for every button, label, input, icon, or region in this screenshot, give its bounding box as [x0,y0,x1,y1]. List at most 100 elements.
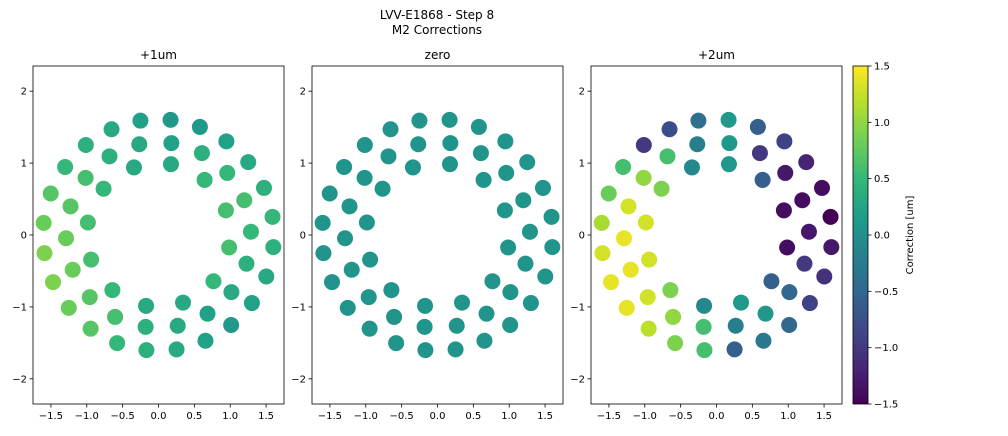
actuator-point-ring1-12 [754,171,771,188]
actuator-point-ring3-22 [519,154,536,171]
actuator-point-ring1-9 [205,273,222,290]
actuator-point-ring2-9 [665,308,682,325]
actuator-point-ring2-1 [442,135,459,152]
actuator-point-ring1-6 [662,282,679,299]
actuator-point-ring2-12 [199,305,216,322]
figure-title-line2: M2 Corrections [392,23,482,37]
colorbar: 1.5 1.0 0.5 0.0 −0.5 −1.0 −1.5 [852,62,898,411]
actuator-point-ring3-24 [749,118,766,135]
actuator-point-ring3-14 [447,341,464,358]
actuator-point-ring1-5 [362,251,379,268]
actuator-point-ring2-1 [163,135,180,152]
actuator-point-ring3-8 [315,245,332,262]
actuator-point-ring2-2 [131,136,148,153]
actuator-point-ring3-12 [109,335,126,352]
actuator-point-ring2-8 [81,289,98,306]
actuator-point-ring1-5 [83,251,100,268]
actuator-point-ring2-18 [472,145,489,162]
y-tick-label: 0 [300,231,306,242]
actuator-point-ring3-20 [822,208,839,225]
x-tick-label: 1.5 [816,411,832,422]
actuator-point-ring2-9 [386,308,403,325]
actuator-point-ring3-15 [197,332,214,349]
x-tick-label: −1.0 [354,411,378,422]
actuator-point-ring3-3 [382,121,399,138]
panel-title: +2um [698,48,735,62]
actuator-point-ring1-2 [125,159,142,176]
actuator-point-ring2-7 [64,261,81,278]
colorbar-tick-label: 1.0 [874,118,890,129]
actuator-point-ring3-22 [798,154,815,171]
panel-2: −1.5 −1.0 −0.5 0.0 0.5 1.0 1.5 2 1 0 −1 −2 zero [291,48,564,422]
y-tick-label: −2 [12,374,27,385]
actuator-point-ring2-9 [107,308,124,325]
actuator-point-ring1-1 [441,156,458,173]
actuator-point-ring2-4 [356,169,373,186]
actuator-point-ring3-19 [544,239,561,256]
actuator-point-ring3-20 [543,208,560,225]
actuator-point-ring1-11 [775,202,792,219]
scatter-points [35,111,282,359]
actuator-point-ring3-23 [497,133,514,150]
actuator-point-ring3-5 [336,158,353,175]
actuator-point-ring1-2 [404,159,421,176]
actuator-point-ring2-5 [341,198,358,215]
actuator-point-ring3-11 [640,320,657,337]
x-tick-label: 1.5 [258,411,274,422]
actuator-point-ring3-5 [615,158,632,175]
colorbar-tick-label: 0.5 [874,174,890,185]
colorbar-tick-label: 0.0 [874,231,890,242]
x-tick-label: 1.5 [537,411,553,422]
actuator-point-ring1-4 [79,214,96,231]
actuator-point-ring2-6 [616,230,633,247]
actuator-point-ring3-20 [264,208,281,225]
actuator-point-ring1-9 [484,273,501,290]
actuator-point-ring3-15 [755,332,772,349]
actuator-point-ring3-9 [324,274,341,291]
x-tick-label: 1.0 [501,411,517,422]
y-tick-label: 0 [21,231,27,242]
actuator-point-ring3-9 [45,274,62,291]
actuator-point-ring2-10 [695,318,712,335]
x-tick-label: 0.0 [709,411,725,422]
scatter-points [593,111,840,359]
actuator-point-ring3-2 [132,112,149,129]
actuator-point-ring1-9 [763,273,780,290]
x-tick-label: −0.5 [668,411,692,422]
y-tick-label: 1 [579,159,585,170]
actuator-point-ring3-21 [813,179,830,196]
actuator-point-ring1-3 [374,180,391,197]
x-tick-label: 0.5 [465,411,481,422]
actuator-point-ring3-16 [223,316,240,333]
actuator-point-ring1-8 [175,294,192,311]
actuator-point-ring1-11 [217,202,234,219]
actuator-point-ring3-16 [502,316,519,333]
actuator-point-ring3-13 [138,342,155,359]
actuator-point-ring1-4 [358,214,375,231]
actuator-point-ring3-12 [388,335,405,352]
actuator-point-ring3-19 [823,239,840,256]
y-tick-label: −1 [12,302,27,313]
panel-title: zero [425,48,451,62]
actuator-point-ring1-5 [641,251,658,268]
actuator-point-ring2-14 [796,255,813,272]
x-tick-label: 0.5 [744,411,760,422]
actuator-point-ring2-16 [236,192,253,209]
actuator-point-ring2-14 [517,255,534,272]
actuator-point-ring2-3 [659,148,676,165]
scatter-points [314,111,561,359]
actuator-point-ring2-11 [448,317,465,334]
actuator-point-ring1-6 [383,282,400,299]
actuator-point-ring1-6 [104,282,121,299]
colorbar-tick-label: 1.5 [874,62,890,73]
x-tick-label: −1.0 [633,411,657,422]
actuator-point-ring3-23 [776,133,793,150]
actuator-point-ring2-5 [620,198,637,215]
y-tick-label: −2 [570,374,585,385]
actuator-point-ring3-13 [696,342,713,359]
actuator-point-ring3-21 [534,179,551,196]
actuator-point-ring3-1 [162,111,179,128]
x-tick-label: −1.5 [318,411,342,422]
actuator-point-ring2-10 [137,318,154,335]
x-tick-label: −0.5 [389,411,413,422]
